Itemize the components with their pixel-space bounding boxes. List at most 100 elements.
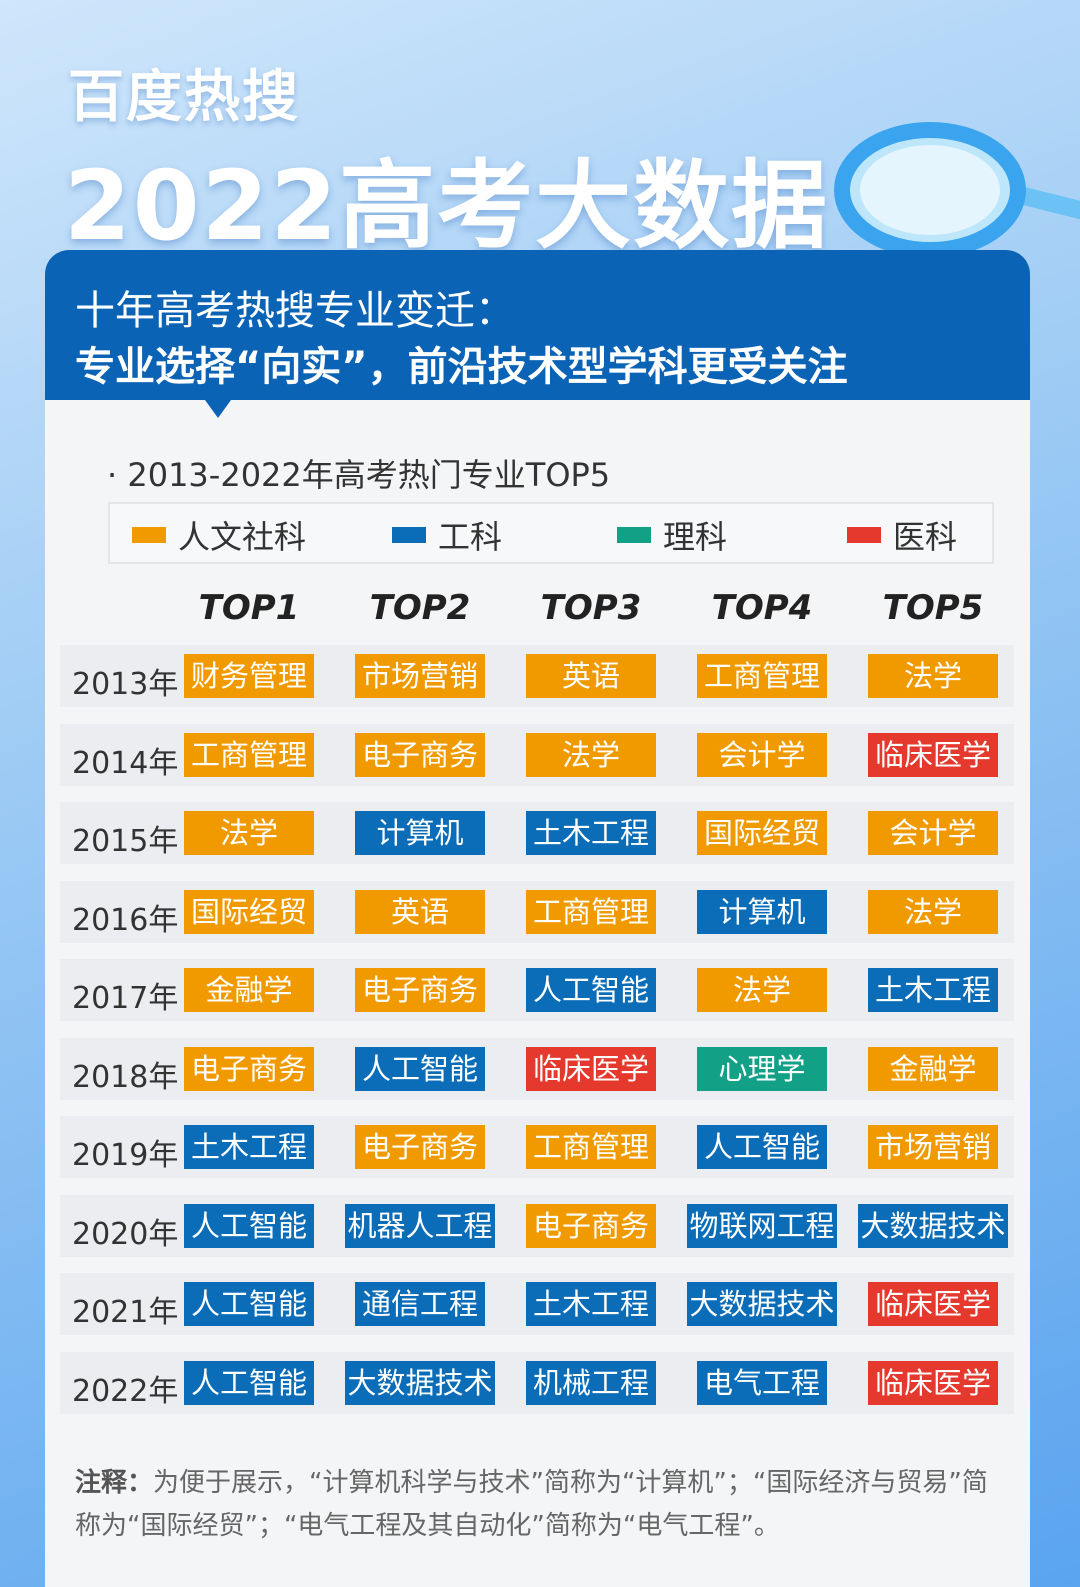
legend: 人文社科 工科 理科 医科: [108, 502, 994, 564]
column-header: TOP1: [198, 588, 300, 628]
major-tag: 工商管理: [526, 1125, 656, 1169]
table: TOP1 TOP2 TOP3 TOP4 TOP5 2013年 财务管理 市场营销 英语 工商管理法…: [45, 250, 1030, 1450]
major-tag: 法学: [868, 654, 998, 698]
pointer: [205, 400, 231, 418]
major-tag: 临床医学: [868, 732, 998, 777]
table-row: 2018年 电子商务 人工智能 临床医学 心理学 金融学: [60, 1037, 1014, 1100]
major-tag: 电子商务: [355, 968, 485, 1012]
year: 2019年: [72, 1138, 179, 1173]
major-tag: 土木工程: [184, 1125, 314, 1169]
table-row: 2013年 财务管理 市场营销 英语 工商管理 法学: [60, 645, 1014, 707]
major-tag: 临床医学: [868, 1282, 998, 1326]
magnifier-icon: [834, 122, 1080, 258]
major-tag: 会计学: [868, 811, 998, 855]
major-tag: 大数据技术: [858, 1203, 1008, 1248]
main-title: 2022高考大数据: [64, 150, 830, 262]
major-tag: 通信工程: [355, 1282, 485, 1326]
major-tag: 机器人工程: [345, 1203, 495, 1248]
major-tag: 法学: [697, 968, 827, 1012]
note-text: 为便于展示，“计算机科学与技术”简称为“计算机”；“国际经济与贸易”简称为“国际…: [75, 1468, 988, 1541]
major-tag: 电子商务: [355, 1125, 485, 1169]
year: 2021年: [72, 1295, 179, 1330]
major-tag: 工商管理: [526, 889, 656, 934]
legend-swatch: [847, 527, 881, 543]
major-tag: 财务管理: [184, 654, 314, 698]
legend-label: 医科: [893, 518, 958, 556]
major-tag: 人工智能: [184, 1282, 314, 1326]
major-tag: 计算机: [355, 811, 485, 855]
column-header: TOP3: [540, 588, 642, 628]
table-row: 2020年 人工智能 机器人工程 电子商务 物联网工程 大数据技术: [60, 1194, 1014, 1257]
major-tag: 临床医学: [526, 1046, 656, 1091]
year: 2018年: [72, 1059, 179, 1095]
year: 2020年: [72, 1216, 179, 1252]
card: 十年高考热搜专业变迁： 专业选择“向实”，前沿技术型学科更受关注 · 2013-…: [45, 250, 1030, 1587]
table-row: 2021年 人工智能 通信工程 土木工程 大数据技术 临床医学: [60, 1273, 1014, 1335]
table-row: 2017年 金融学 电子商务 人工智能 法学 土木工程: [60, 959, 1014, 1021]
column-header: TOP4: [711, 588, 813, 628]
major-tag: 土木工程: [526, 1282, 656, 1326]
brand: 百度热搜: [68, 65, 300, 130]
year: 2017年: [72, 981, 179, 1016]
table-row: 2016年 国际经贸 英语 工商管理 计算机 法学: [60, 880, 1014, 943]
major-tag: 工商管理: [184, 732, 314, 777]
major-tag: 工商管理: [697, 654, 827, 698]
major-tag: 国际经贸: [697, 811, 827, 855]
major-tag: 电子商务: [184, 1046, 314, 1091]
column-header: TOP2: [369, 588, 471, 628]
year: 2014年: [72, 745, 179, 781]
major-tag: 土木工程: [868, 968, 998, 1012]
year: 2016年: [72, 902, 179, 938]
legend-item: 医科: [847, 512, 957, 558]
major-tag: 机械工程: [526, 1360, 656, 1405]
section-title: 十年高考热搜专业变迁：: [75, 288, 515, 334]
note: 注释：为便于展示，“计算机科学与技术”简称为“计算机”；“国际经济与贸易”简称为…: [75, 1462, 1005, 1548]
major-tag: 电气工程: [697, 1360, 827, 1405]
table-row: 2019年 土木工程 电子商务 工商管理 人工智能 市场营销: [60, 1116, 1014, 1178]
section-subtitle: 专业选择“向实”，前沿技术型学科更受关注: [75, 344, 848, 390]
major-tag: 物联网工程: [687, 1203, 837, 1248]
major-tag: 土木工程: [526, 811, 656, 855]
legend-item: 理科: [617, 512, 727, 558]
major-tag: 临床医学: [868, 1360, 998, 1405]
legend-label: 工科: [438, 518, 503, 556]
table-caption: · 2013-2022年高考热门专业TOP5: [107, 456, 611, 494]
year: 2022年: [72, 1373, 179, 1409]
major-tag: 人工智能: [697, 1125, 827, 1169]
year: 2015年: [72, 824, 179, 859]
major-tag: 人工智能: [184, 1203, 314, 1248]
year: 2013年: [72, 667, 179, 702]
legend-swatch: [132, 527, 166, 543]
major-tag: 电子商务: [355, 732, 485, 777]
major-tag: 计算机: [697, 889, 827, 934]
major-tag: 法学: [184, 811, 314, 855]
note-label: 注释：: [75, 1468, 154, 1498]
legend-item: 工科: [392, 512, 502, 558]
legend-item: 人文社科: [132, 512, 306, 558]
major-tag: 心理学: [697, 1046, 827, 1091]
major-tag: 会计学: [697, 732, 827, 777]
column-header: TOP5: [882, 588, 984, 628]
major-tag: 大数据技术: [687, 1282, 837, 1326]
major-tag: 国际经贸: [184, 889, 314, 934]
major-tag: 法学: [868, 889, 998, 934]
legend-swatch: [617, 527, 651, 543]
table-row: 2015年 法学 计算机 土木工程 国际经贸 会计学: [60, 802, 1014, 864]
major-tag: 大数据技术: [345, 1360, 495, 1405]
major-tag: 人工智能: [184, 1360, 314, 1405]
major-tag: 电子商务: [526, 1203, 656, 1248]
major-tag: 市场营销: [868, 1125, 998, 1169]
legend-label: 理科: [663, 518, 728, 556]
major-tag: 金融学: [868, 1046, 998, 1091]
section-band: 十年高考热搜专业变迁： 专业选择“向实”，前沿技术型学科更受关注: [45, 250, 1030, 400]
major-tag: 英语: [355, 889, 485, 934]
major-tag: 英语: [526, 654, 656, 698]
major-tag: 法学: [526, 732, 656, 777]
major-tag: 人工智能: [355, 1046, 485, 1091]
legend-label: 人文社科: [178, 518, 307, 556]
major-tag: 人工智能: [526, 968, 656, 1012]
table-row: 2014年 工商管理 电子商务 法学 会计学 临床医学: [60, 723, 1014, 786]
legend-swatch: [392, 527, 426, 543]
major-tag: 市场营销: [355, 654, 485, 698]
